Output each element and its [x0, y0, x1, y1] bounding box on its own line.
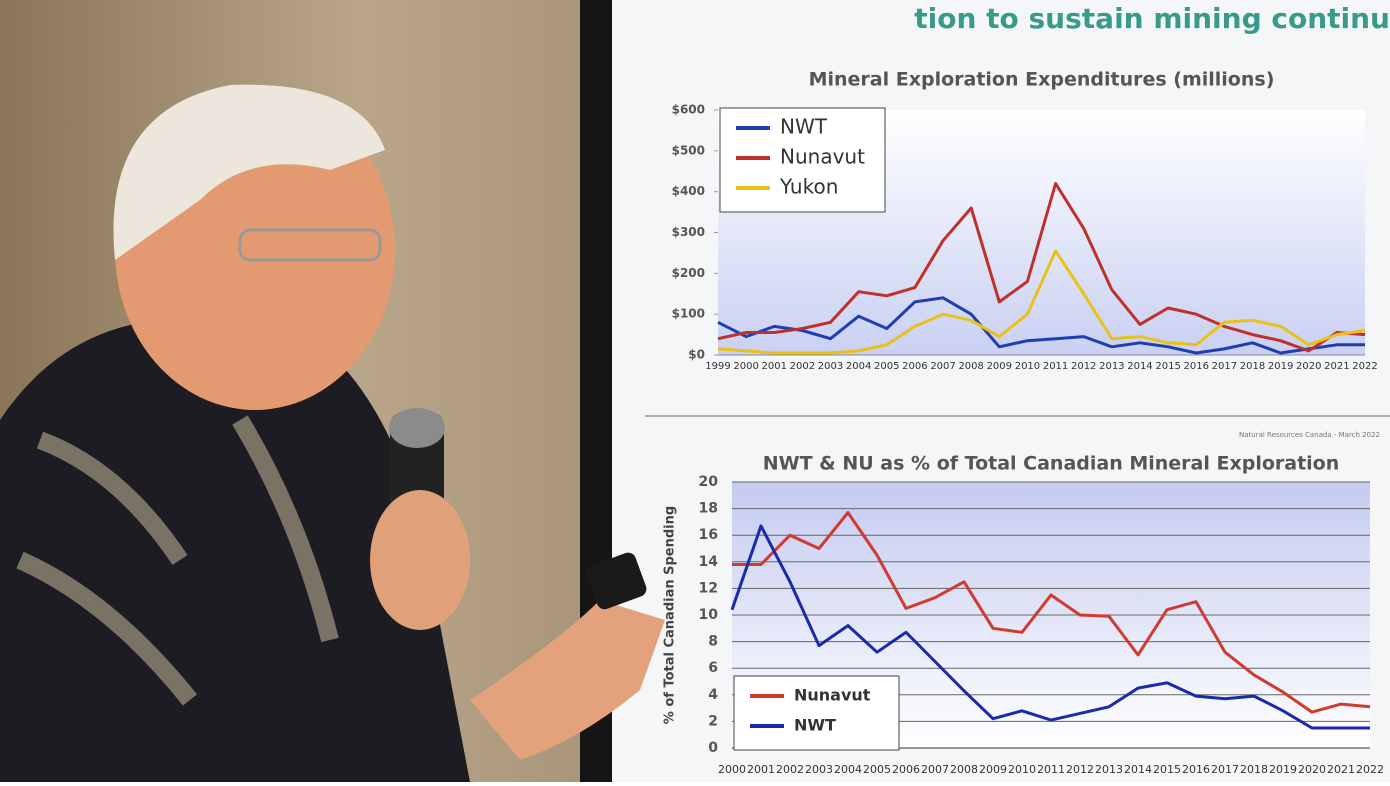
y-axis-label: % of Total Canadian Spending [663, 506, 678, 724]
x-tick-label: 2022 [1352, 361, 1377, 372]
x-tick-label: 2001 [762, 361, 787, 372]
x-tick-label: 2008 [958, 361, 983, 372]
x-tick-label: 2011 [1037, 763, 1065, 776]
y-tick-label: 6 [708, 660, 718, 676]
x-tick-label: 2002 [790, 361, 815, 372]
x-tick-label: 2005 [874, 361, 899, 372]
x-tick-label: 2009 [987, 361, 1012, 372]
x-tick-label: 2010 [1015, 361, 1040, 372]
x-tick-label: 2020 [1296, 361, 1321, 372]
y-tick-label: 16 [699, 527, 718, 543]
series-line [730, 524, 1370, 730]
y-tick-label: 12 [699, 580, 718, 596]
x-tick-label: 2008 [950, 763, 978, 776]
x-tick-label: 2015 [1155, 361, 1180, 372]
x-tick-label: 2001 [747, 763, 775, 776]
y-tick-label: $500 [672, 143, 705, 157]
presenter [0, 84, 665, 782]
x-tick-label: 2000 [733, 361, 758, 372]
x-tick-label: 2021 [1324, 361, 1349, 372]
series-line [717, 296, 1365, 355]
x-tick-label: 2005 [863, 763, 891, 776]
chart-title: Mineral Exploration Expenditures (millio… [809, 69, 1275, 91]
series-line [717, 249, 1366, 355]
x-tick-label: 2016 [1183, 361, 1208, 372]
y-tick-label: $300 [672, 225, 705, 239]
y-tick-label: 2 [708, 713, 718, 729]
x-tick-label: 2003 [818, 361, 843, 372]
legend-label: Yukon [779, 175, 838, 199]
x-tick-label: 2016 [1182, 763, 1210, 776]
x-tick-label: 2020 [1298, 763, 1326, 776]
y-tick-label: 14 [699, 554, 719, 570]
x-tick-label: 2018 [1240, 361, 1265, 372]
y-tick-label: 8 [708, 634, 718, 650]
y-tick-label: $0 [688, 348, 705, 362]
x-tick-label: 2019 [1268, 361, 1293, 372]
x-tick-label: 2019 [1269, 763, 1297, 776]
series-line [732, 511, 1371, 714]
x-tick-label: 2010 [1008, 763, 1036, 776]
legend-label: NWT [794, 716, 836, 735]
x-tick-label: 2012 [1071, 361, 1096, 372]
y-tick-label: 4 [708, 687, 718, 703]
x-tick-label: 2012 [1066, 763, 1094, 776]
chart-title: NWT & NU as % of Total Canadian Mineral … [763, 453, 1340, 475]
y-tick-label: $400 [672, 184, 705, 198]
x-tick-label: 2017 [1211, 763, 1239, 776]
x-tick-label: 2013 [1095, 763, 1123, 776]
y-tick-label: $600 [672, 103, 705, 117]
legend-label: Nunavut [794, 686, 871, 705]
x-tick-label: 2009 [979, 763, 1007, 776]
y-tick-label: $200 [672, 266, 705, 280]
x-tick-label: 2007 [921, 763, 949, 776]
y-tick-label: 18 [699, 501, 718, 517]
x-tick-label: 2017 [1212, 361, 1237, 372]
source-note: Natural Resources Canada - March 2022 [1239, 431, 1380, 439]
y-tick-label: $100 [672, 307, 705, 321]
y-tick-label: 10 [699, 607, 719, 623]
x-tick-label: 2013 [1099, 361, 1124, 372]
x-tick-label: 2002 [776, 763, 804, 776]
x-tick-label: 2006 [892, 763, 920, 776]
slide-heading: tion to sustain mining continu [914, 2, 1390, 35]
x-tick-label: 2000 [718, 763, 746, 776]
x-tick-label: 2014 [1124, 763, 1152, 776]
legend-label: Nunavut [780, 145, 865, 169]
x-tick-label: 2022 [1356, 763, 1384, 776]
x-tick-label: 1999 [705, 361, 730, 372]
x-tick-label: 2014 [1127, 361, 1152, 372]
x-tick-label: 2011 [1043, 361, 1068, 372]
x-tick-label: 2004 [846, 361, 871, 372]
legend-box [733, 675, 900, 751]
x-tick-label: 2003 [805, 763, 833, 776]
series-line [717, 182, 1366, 353]
legend-label: NWT [780, 115, 828, 139]
x-tick-label: 2004 [834, 763, 862, 776]
y-tick-label: 0 [708, 740, 718, 756]
x-tick-label: 2021 [1327, 763, 1355, 776]
x-tick-label: 2015 [1153, 763, 1181, 776]
x-tick-label: 2018 [1240, 763, 1268, 776]
y-tick-label: 20 [699, 474, 719, 490]
x-tick-label: 2007 [930, 361, 955, 372]
x-tick-label: 2006 [902, 361, 927, 372]
